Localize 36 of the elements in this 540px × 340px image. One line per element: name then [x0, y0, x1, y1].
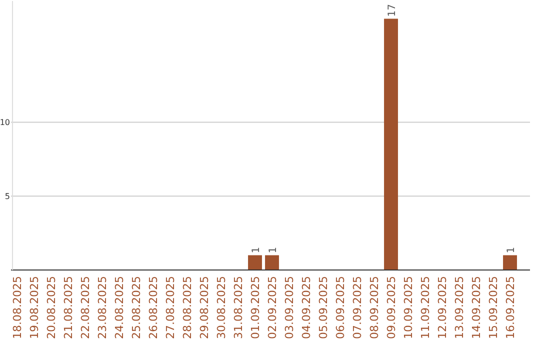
data-label: 1	[268, 246, 279, 254]
x-tick-label: 30.08.2025	[215, 276, 228, 339]
x-tick-label: 22.08.2025	[79, 276, 92, 339]
x-tick-label: 01.09.2025	[249, 276, 262, 339]
x-tick-label: 27.08.2025	[164, 276, 177, 339]
x-tick-label: 10.09.2025	[402, 276, 415, 339]
x-tick-label: 26.08.2025	[147, 276, 160, 339]
x-tick-label: 18.08.2025	[11, 276, 24, 339]
x-tick-label: 16.09.2025	[504, 276, 517, 339]
x-tick-label: 21.08.2025	[62, 276, 75, 339]
x-tick-label: 04.09.2025	[300, 276, 313, 339]
x-tick-label: 08.09.2025	[368, 276, 381, 339]
data-label: 1	[251, 246, 262, 254]
x-tick-label: 25.08.2025	[130, 276, 143, 339]
x-tick-label: 24.08.2025	[113, 276, 126, 339]
x-tick-label: 05.09.2025	[317, 276, 330, 339]
x-tick-label: 28.08.2025	[181, 276, 194, 339]
data-label: 17	[387, 4, 398, 17]
x-tick-label: 31.08.2025	[232, 276, 245, 339]
x-tick-label: 12.09.2025	[436, 276, 449, 339]
data-label: 1	[506, 246, 517, 254]
x-tick-label: 07.09.2025	[351, 276, 364, 339]
x-tick-label: 06.09.2025	[334, 276, 347, 339]
x-tick-label: 19.08.2025	[28, 276, 41, 339]
x-tick-label: 02.09.2025	[266, 276, 279, 339]
x-tick-label: 11.09.2025	[419, 276, 432, 339]
y-tick-label: 5	[4, 192, 10, 201]
x-tick-label: 15.09.2025	[487, 276, 500, 339]
x-tick-label: 03.09.2025	[283, 276, 296, 339]
x-tick-label: 29.08.2025	[198, 276, 211, 339]
y-tick-label: 10	[0, 118, 10, 127]
x-tick-label: 23.08.2025	[96, 276, 109, 339]
x-tick-label: 13.09.2025	[453, 276, 466, 339]
x-tick-label: 14.09.2025	[470, 276, 483, 339]
x-tick-label: 09.09.2025	[385, 276, 398, 339]
x-tick-label: 20.08.2025	[45, 276, 58, 339]
